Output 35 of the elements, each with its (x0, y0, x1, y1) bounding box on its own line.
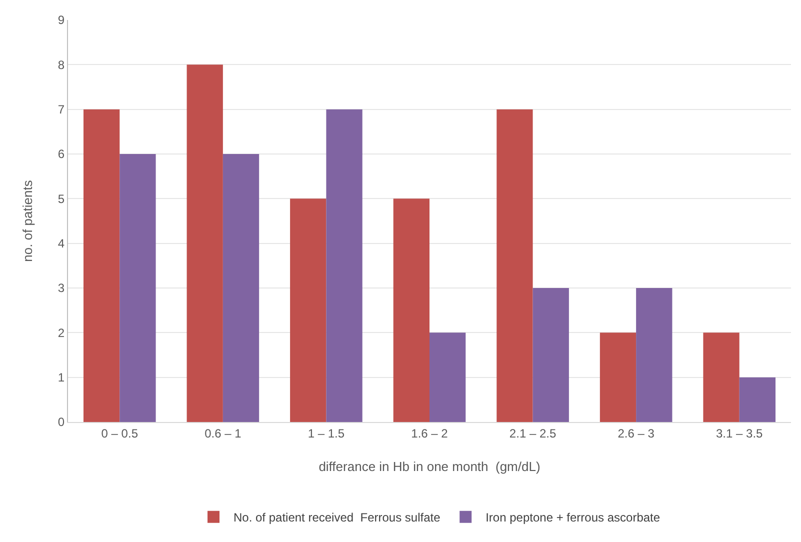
x-tick-label: 3.1 – 3.5 (716, 426, 764, 440)
bar (83, 109, 120, 422)
bar (600, 332, 636, 422)
bar (393, 198, 430, 422)
x-axis-title: differance in Hb in one month (gm/dL) (318, 459, 540, 474)
y-tick-label: 1 (58, 370, 65, 385)
y-tick-label: 5 (58, 192, 65, 206)
y-tick-label: 2 (58, 326, 65, 340)
bar (186, 64, 223, 422)
x-tick-label: 0 – 0.5 (101, 426, 138, 440)
y-tick-label: 3 (58, 281, 65, 296)
bar (496, 109, 533, 422)
x-tick-label: 1.6 – 2 (411, 426, 448, 440)
y-tick-label: 6 (58, 147, 65, 162)
y-tick-label: 9 (58, 13, 65, 28)
legend-label: No. of patient received Ferrous sulfate (234, 510, 441, 525)
bar (703, 332, 740, 422)
y-tick-label: 8 (58, 58, 65, 72)
bar (222, 154, 260, 422)
bar (430, 332, 466, 422)
bar (290, 198, 326, 422)
y-axis-title: no. of patients (20, 180, 35, 262)
y-tick-label: 7 (58, 102, 65, 117)
legend-label: Iron peptone + ferrous ascorbate (486, 510, 660, 525)
bar (120, 154, 156, 422)
x-tick-label: 1 – 1.5 (308, 426, 345, 440)
x-tick-label: 2.6 – 3 (618, 426, 655, 440)
bar (326, 109, 362, 422)
bar (636, 288, 672, 422)
bar (739, 377, 776, 422)
bar (532, 288, 569, 422)
x-tick-label: 0.6 – 1 (204, 426, 242, 440)
x-tick-label: 2.1 – 2.5 (509, 426, 556, 440)
y-tick-label: 0 (58, 415, 65, 430)
y-tick-label: 4 (58, 236, 65, 251)
